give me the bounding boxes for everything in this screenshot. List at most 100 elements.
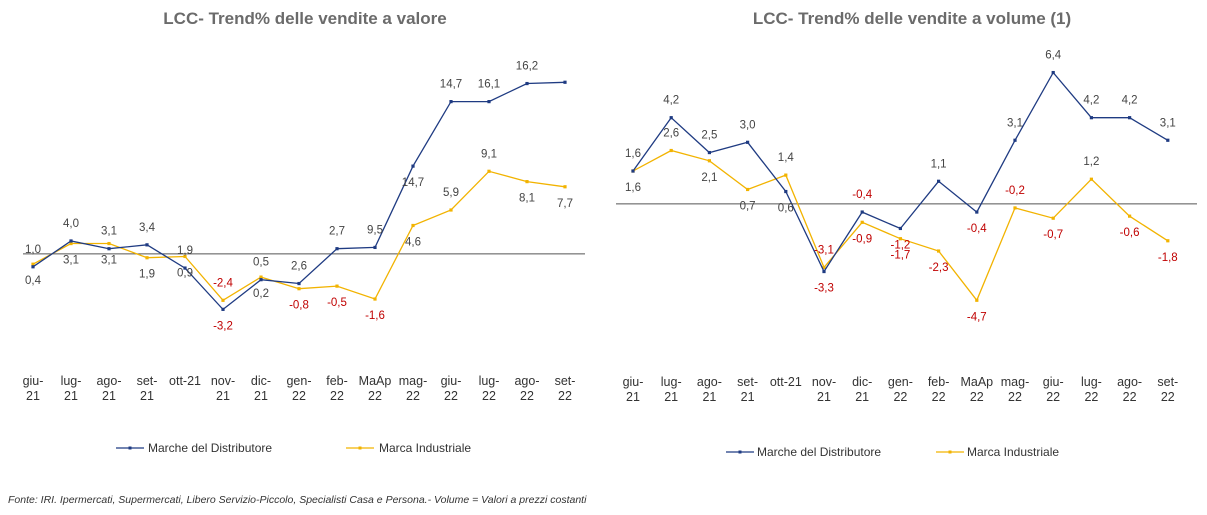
legend-marker-industrial — [358, 446, 362, 450]
data-point-private-label — [975, 210, 979, 214]
data-point-private-label — [107, 247, 111, 251]
legend: Marche del Distributore Marca Industrial… — [116, 441, 471, 455]
data-label-private-label: 14,7 — [402, 177, 424, 189]
plot-area: giu-21 lug-21 ago-21 set-21 ott-21 nov-21 dic-… — [616, 50, 1197, 404]
chart-title: LCC- Trend% delle vendite a valore — [163, 9, 446, 28]
data-label-industrial: -0,7 — [1043, 229, 1063, 241]
data-label-private-label: 3,1 — [1160, 117, 1176, 129]
chart-title: LCC- Trend% delle vendite a volume (1) — [753, 9, 1071, 28]
x-tick-label: ott-21 — [169, 374, 201, 388]
data-label-industrial: -1,7 — [890, 250, 910, 262]
data-point-industrial — [1128, 214, 1132, 218]
x-tick-label: lug-21 — [61, 374, 82, 403]
data-point-industrial — [898, 237, 902, 241]
data-label-industrial: -0,5 — [327, 297, 347, 309]
data-point-industrial — [107, 241, 111, 246]
data-point-industrial — [669, 148, 673, 153]
data-point-private-label — [1089, 116, 1093, 120]
data-point-industrial — [937, 249, 941, 253]
data-point-private-label — [487, 100, 491, 104]
data-point-private-label — [297, 281, 301, 286]
data-label-industrial: 0,2 — [253, 288, 269, 300]
data-label-industrial: -1,6 — [365, 310, 385, 322]
data-point-industrial — [525, 180, 529, 184]
data-point-private-label — [259, 278, 263, 282]
x-tick-label: giu-21 — [623, 375, 644, 404]
x-tick-label: mag-22 — [399, 374, 427, 403]
data-label-private-label: 2,6 — [291, 261, 307, 273]
data-point-industrial — [259, 275, 263, 279]
data-label-industrial: -2,3 — [929, 262, 949, 274]
x-tick-label: nov-21 — [812, 375, 836, 404]
data-point-private-label — [860, 210, 864, 214]
legend-marker-private-label — [128, 446, 132, 450]
data-label-industrial: 1,6 — [625, 182, 641, 194]
x-tick-label: gen-22 — [286, 374, 311, 403]
data-point-industrial — [145, 256, 149, 260]
data-point-private-label — [411, 164, 415, 168]
data-label-private-label: 4,2 — [1122, 95, 1138, 107]
x-tick-label: MaAp 22 — [960, 375, 993, 404]
data-label-private-label: -3,2 — [213, 320, 233, 332]
data-point-industrial — [69, 241, 73, 246]
data-label-industrial: 8,1 — [519, 193, 535, 205]
data-label-private-label: 0,6 — [778, 203, 794, 215]
legend: Marche del Distributore Marca Industrial… — [726, 445, 1059, 459]
data-label-industrial: -0,2 — [1005, 185, 1025, 197]
data-point-private-label — [335, 247, 339, 251]
data-point-industrial — [746, 187, 750, 192]
data-label-industrial: -0,9 — [852, 233, 872, 245]
x-tick-label: set-21 — [737, 375, 758, 404]
data-point-industrial — [297, 287, 301, 291]
x-tick-label: MaAp 22 — [359, 374, 392, 403]
data-point-industrial — [449, 208, 453, 212]
data-point-private-label — [1013, 138, 1017, 142]
legend-marker-industrial — [948, 450, 952, 454]
x-tick-label: ago-22 — [514, 374, 539, 403]
data-point-industrial — [221, 298, 225, 302]
data-point-industrial — [335, 284, 339, 288]
data-point-private-label — [822, 269, 826, 274]
data-label-private-label: 1,9 — [177, 245, 193, 257]
data-label-private-label: 3,1 — [101, 226, 117, 238]
data-label-private-label: 9,5 — [367, 224, 383, 236]
data-label-private-label: 4,2 — [663, 95, 679, 107]
data-label-industrial: 3,1 — [101, 255, 117, 267]
x-tick-label: lug-22 — [1081, 375, 1102, 404]
data-label-private-label: -1,2 — [890, 239, 910, 251]
data-label-private-label: 14,7 — [440, 79, 462, 91]
x-tick-label: lug-22 — [479, 374, 500, 403]
x-tick-label: set-22 — [1157, 375, 1178, 404]
data-label-industrial: 3,1 — [63, 255, 79, 267]
data-point-private-label — [1128, 116, 1132, 120]
data-point-private-label — [373, 245, 377, 250]
data-point-industrial — [822, 265, 826, 270]
data-label-industrial: 0,7 — [740, 200, 756, 212]
data-point-private-label — [221, 307, 225, 311]
data-point-private-label — [937, 179, 941, 183]
source-footnote: Fonte: IRI. Ipermercati, Supermercati, L… — [8, 494, 587, 506]
x-tick-label: giu-21 — [23, 374, 44, 403]
data-label-private-label: 3,4 — [139, 222, 156, 234]
data-label-industrial: -0,8 — [289, 300, 309, 312]
data-point-industrial — [860, 220, 864, 224]
data-point-private-label — [669, 116, 673, 120]
data-point-industrial — [1051, 216, 1055, 220]
x-tick-label: set-22 — [555, 374, 576, 403]
x-tick-label: feb-22 — [928, 375, 950, 404]
x-tick-label: set-21 — [137, 374, 158, 403]
data-point-industrial — [31, 262, 35, 266]
x-tick-label: dic-21 — [251, 374, 271, 403]
data-label-industrial: 2,6 — [663, 128, 679, 140]
data-point-private-label — [563, 80, 567, 84]
data-point-private-label — [1051, 70, 1055, 75]
data-point-private-label — [898, 226, 902, 231]
data-point-private-label — [69, 239, 73, 243]
data-point-industrial — [975, 298, 979, 302]
data-point-industrial — [1013, 206, 1017, 210]
series-line-private-label — [32, 81, 566, 311]
data-label-industrial: 1,4 — [778, 152, 795, 164]
x-tick-label: ago-22 — [1117, 375, 1142, 404]
data-point-industrial — [487, 169, 491, 173]
data-label-private-label: 1,0 — [25, 244, 41, 256]
